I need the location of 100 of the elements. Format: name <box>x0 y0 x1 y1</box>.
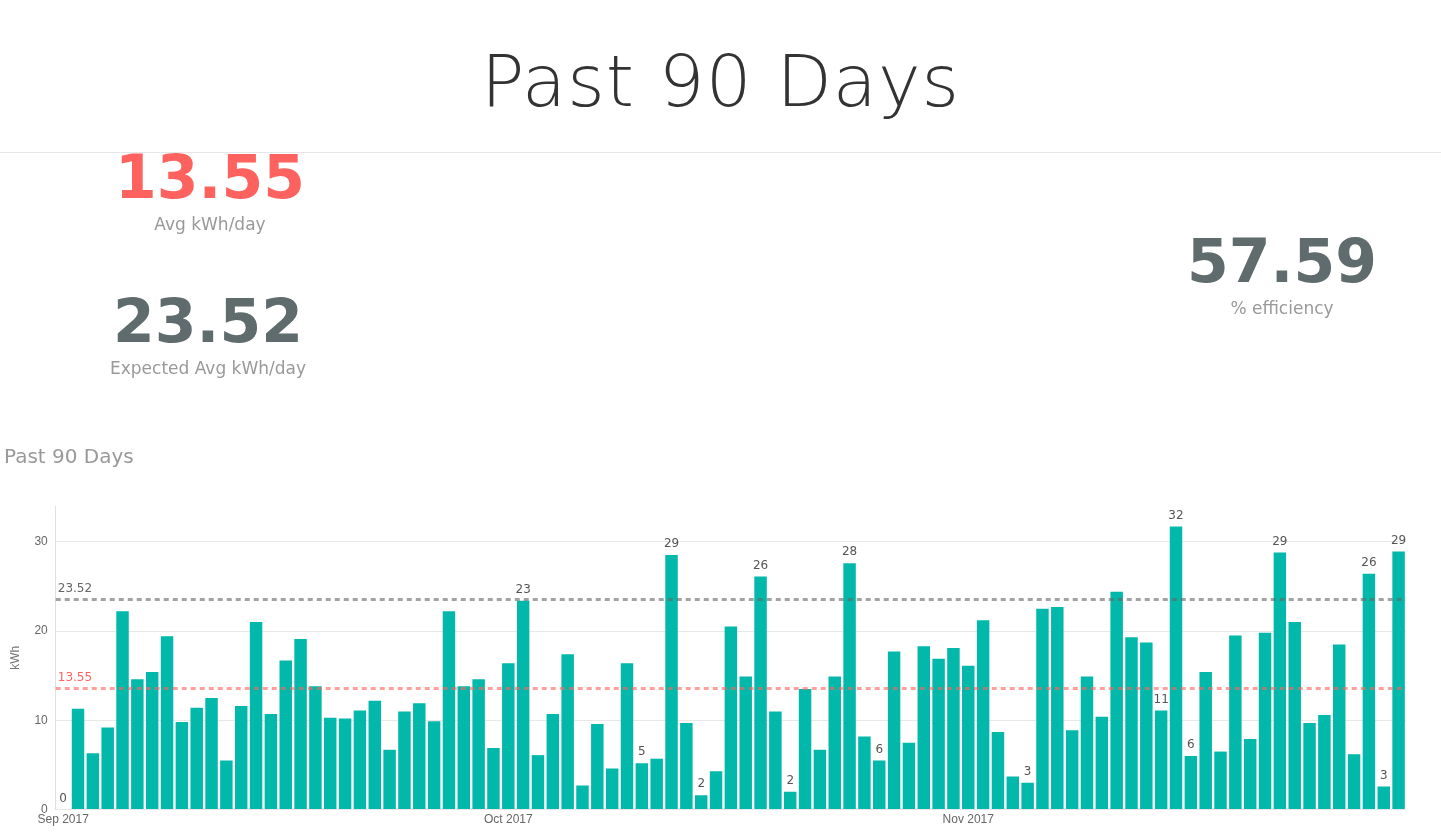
text: % efficiency <box>1229 298 1335 318</box>
bar <box>680 722 693 810</box>
bar <box>1333 644 1346 810</box>
bar <box>294 639 307 810</box>
text: 23.52 <box>112 286 304 356</box>
data-label: 3 <box>1023 763 1032 778</box>
data-label: 5 <box>638 744 646 759</box>
bar <box>531 755 545 810</box>
text: Past 90 Days <box>480 39 961 123</box>
bar <box>769 711 782 810</box>
bar <box>398 711 411 810</box>
bar <box>1065 730 1079 810</box>
bar <box>338 718 352 810</box>
bar <box>1169 526 1183 810</box>
bar <box>516 600 530 810</box>
text: 57.59 <box>1186 226 1378 296</box>
bar <box>1347 754 1361 810</box>
bar <box>1214 751 1227 810</box>
bar <box>798 689 812 810</box>
bar <box>1362 573 1376 810</box>
data-label: 6 <box>875 741 884 756</box>
bar <box>1273 552 1287 810</box>
bar <box>71 708 85 810</box>
bar <box>86 753 100 810</box>
bar <box>650 758 663 810</box>
bar <box>591 723 604 810</box>
bar <box>739 676 752 810</box>
bar <box>858 736 871 810</box>
bar <box>976 620 990 810</box>
bar <box>279 660 292 810</box>
bar <box>991 731 1005 810</box>
data-label: 6 <box>1187 737 1195 752</box>
data-label: 26 <box>1361 554 1377 569</box>
data-label: 2 <box>697 776 706 791</box>
bar <box>620 663 634 810</box>
ref-line-label: 13.55 <box>57 669 93 684</box>
bar <box>694 795 708 810</box>
data-label: 29 <box>663 536 680 551</box>
bar <box>101 727 114 810</box>
chart-title: Past 90 Days <box>4 444 134 469</box>
bar <box>724 626 738 810</box>
bar <box>1080 676 1094 810</box>
bar <box>1184 756 1198 810</box>
bar <box>1036 608 1049 810</box>
bar <box>472 679 485 810</box>
bar <box>1125 637 1138 810</box>
bar <box>1288 622 1301 810</box>
bar <box>1392 551 1405 810</box>
bar <box>887 651 901 810</box>
bar <box>754 576 767 810</box>
bar <box>442 611 456 810</box>
bar <box>324 717 337 810</box>
data-label: 29 <box>1390 532 1407 547</box>
x-tick-label: Oct 2017 <box>483 812 533 827</box>
data-label: 26 <box>752 557 769 572</box>
text: Avg kWh/day <box>153 214 267 234</box>
text: Expected Avg kWh/day <box>109 358 307 378</box>
y-tick-label: 10 <box>34 712 49 727</box>
bar <box>368 700 381 810</box>
bar <box>457 686 471 810</box>
data-label: 23 <box>515 581 531 596</box>
bar <box>487 747 500 810</box>
bar <box>947 647 960 810</box>
bar <box>813 749 827 810</box>
bar <box>962 665 975 810</box>
bar <box>932 658 945 810</box>
bar <box>917 646 930 810</box>
bar <box>1051 606 1064 810</box>
bar <box>220 760 233 810</box>
bar <box>145 672 159 810</box>
bar <box>131 679 144 810</box>
bar <box>1095 716 1109 810</box>
bar <box>1243 739 1257 810</box>
bar <box>605 768 619 810</box>
bar <box>427 721 441 810</box>
y-axis-title: kWh <box>7 645 22 670</box>
bar <box>1258 632 1272 810</box>
bar <box>843 563 856 810</box>
text: 13.55 <box>114 142 306 212</box>
bar <box>175 722 189 810</box>
data-label: 0 <box>59 790 67 805</box>
data-label: 32 <box>1168 507 1184 522</box>
bar <box>1229 635 1242 810</box>
x-tick-label: Nov 2017 <box>942 812 995 827</box>
bar <box>1021 782 1034 810</box>
bar <box>1199 672 1212 810</box>
bar <box>709 771 723 810</box>
data-label: 11 <box>1153 691 1169 706</box>
y-tick-label: 20 <box>34 623 49 638</box>
bar <box>249 622 263 810</box>
bar <box>561 654 574 810</box>
bar <box>635 763 649 810</box>
bar <box>665 555 678 810</box>
bar <box>783 791 797 810</box>
bar <box>160 636 174 810</box>
data-label: 3 <box>1379 767 1388 782</box>
bar <box>576 785 589 810</box>
bar <box>902 742 916 810</box>
data-label: 29 <box>1272 533 1288 548</box>
y-tick-label: 30 <box>34 534 49 549</box>
